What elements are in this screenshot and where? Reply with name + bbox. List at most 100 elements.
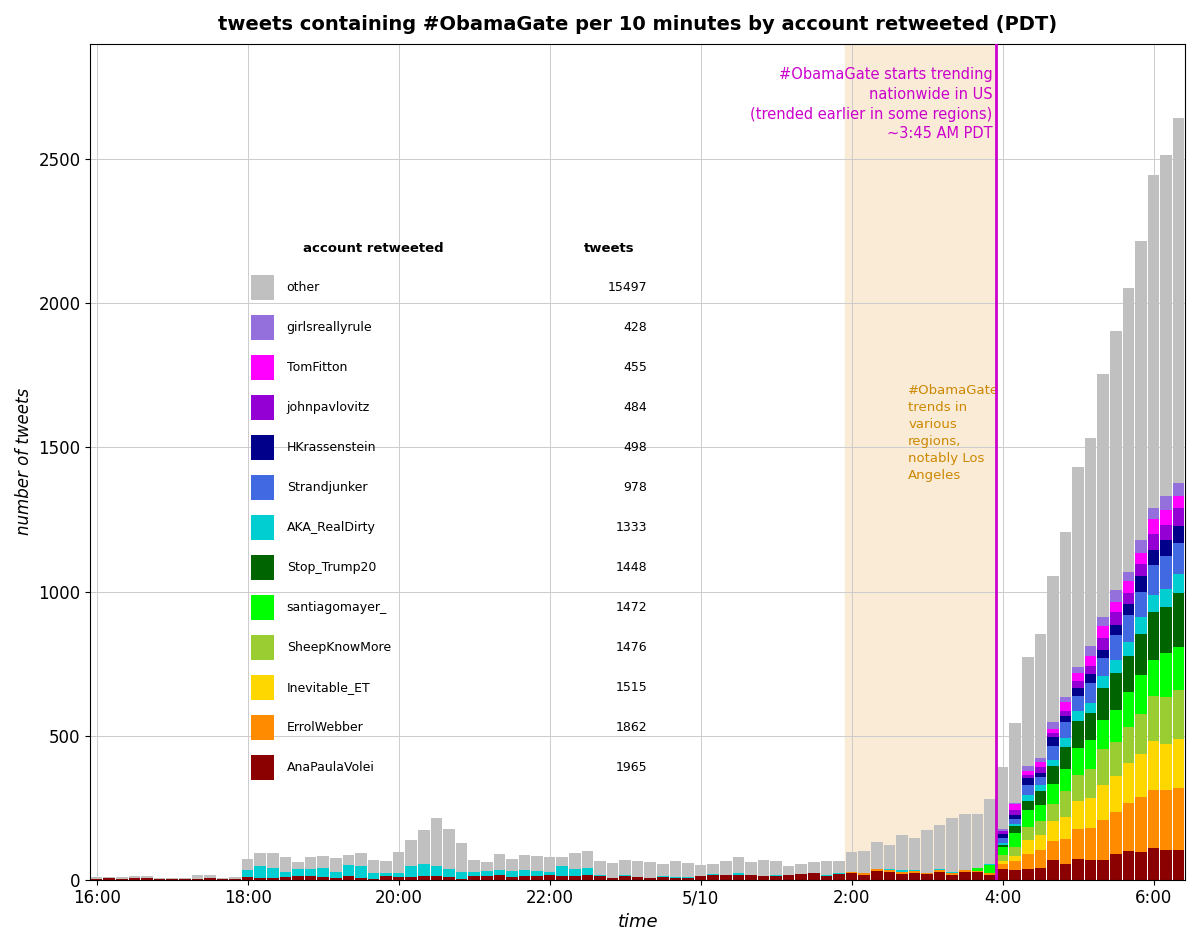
Bar [871,871,882,880]
Bar [1098,688,1109,720]
Bar [1122,581,1134,593]
Bar [268,879,278,880]
Bar [1110,590,1122,602]
Bar [254,878,266,880]
Bar [984,874,996,880]
Bar [418,876,430,880]
Bar [1122,692,1134,727]
Bar [468,860,480,872]
Bar [1172,850,1184,880]
Bar [1009,803,1021,804]
Bar [582,875,593,880]
Bar [908,870,920,871]
Bar [1110,635,1122,659]
Bar [1060,864,1072,880]
Title: tweets containing #ObamaGate per 10 minutes by account retweeted (PDT): tweets containing #ObamaGate per 10 minu… [218,15,1057,34]
Bar [1073,801,1084,829]
Bar [1060,711,1072,716]
Bar [732,874,744,880]
Bar [1135,617,1147,634]
Bar [594,862,606,875]
Bar [242,870,253,878]
Bar [1085,657,1097,666]
Bar [670,862,682,877]
Bar [1172,788,1184,850]
Bar [342,876,354,880]
Bar [431,867,442,876]
Bar [317,867,329,878]
Bar [1060,722,1072,738]
Bar [544,872,556,875]
Bar [1122,615,1134,641]
Bar [305,868,317,876]
Bar [883,872,895,880]
Bar [431,818,442,867]
Bar [1122,593,1134,604]
Bar [406,840,418,866]
Bar [1147,595,1159,611]
Bar [984,866,996,872]
Bar [481,863,492,871]
Bar [757,876,769,880]
Bar [782,874,794,880]
Bar [997,864,1008,869]
Bar [833,861,845,873]
Bar [1135,240,1147,540]
Bar [1110,331,1122,590]
Bar [972,868,983,870]
Bar [1073,467,1084,667]
Bar [1034,792,1046,805]
Bar [871,869,882,871]
Bar [1135,592,1147,617]
Bar [683,864,694,877]
Bar [1034,759,1046,762]
Bar [1135,540,1147,552]
Bar [959,814,971,869]
Bar [481,871,492,876]
Bar [757,861,769,876]
Bar [1073,667,1084,674]
Bar [268,868,278,879]
Bar [569,876,581,880]
Bar [1098,638,1109,650]
Bar [1135,754,1147,797]
Bar [305,857,317,868]
Bar [242,859,253,870]
Bar [1160,744,1172,790]
Bar [997,869,1008,880]
Bar [1147,550,1159,566]
Bar [582,851,593,868]
Bar [569,852,581,869]
Bar [518,876,530,880]
Bar [456,872,467,879]
Bar [934,869,946,872]
Bar [1022,811,1033,827]
Bar [91,879,102,880]
Bar [959,870,971,872]
X-axis label: time: time [617,913,658,931]
Bar [745,875,757,880]
Bar [1110,776,1122,812]
Bar [116,877,127,879]
Bar [619,860,631,875]
Bar [506,877,517,880]
Bar [1085,703,1097,713]
Bar [1060,769,1072,791]
Bar [1009,869,1021,880]
Bar [1073,721,1084,748]
Bar [619,875,631,876]
Bar [518,870,530,876]
Bar [846,851,857,872]
Bar [1048,722,1058,729]
Bar [1110,612,1122,624]
Bar [1160,589,1172,607]
Bar [1085,438,1097,646]
Text: #ObamaGate
trends in
various
regions,
notably Los
Angeles: #ObamaGate trends in various regions, no… [908,384,1000,482]
Bar [883,845,895,869]
Bar [658,877,668,880]
Bar [695,866,707,876]
Bar [280,877,292,880]
Bar [997,847,1008,855]
Bar [845,44,996,880]
Bar [1110,854,1122,880]
